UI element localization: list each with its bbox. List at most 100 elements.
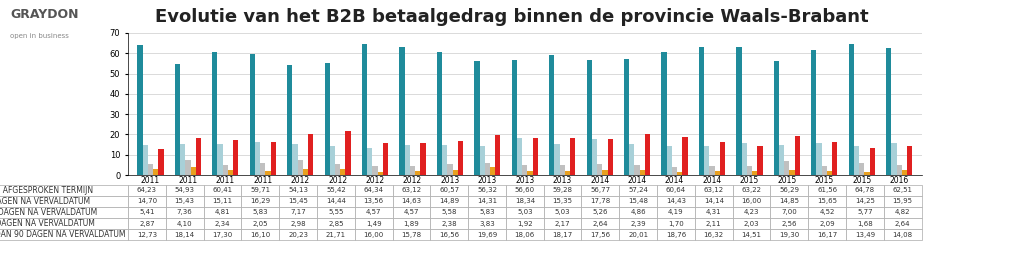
Bar xyxy=(677,172,682,175)
Bar xyxy=(292,144,298,175)
Bar xyxy=(587,60,592,175)
Bar xyxy=(404,145,410,175)
Bar xyxy=(496,135,501,175)
Bar xyxy=(512,60,517,175)
Bar xyxy=(784,161,790,175)
Bar xyxy=(849,44,854,175)
Bar xyxy=(833,142,838,175)
Bar xyxy=(142,145,147,175)
Bar xyxy=(597,164,602,175)
Bar xyxy=(175,64,180,175)
Bar xyxy=(490,167,496,175)
Bar xyxy=(897,165,902,175)
Bar xyxy=(217,144,222,175)
Bar xyxy=(474,61,479,175)
Bar xyxy=(228,170,233,175)
Bar xyxy=(479,146,484,175)
Bar xyxy=(811,50,816,175)
Bar xyxy=(790,170,795,175)
Bar xyxy=(720,142,725,175)
Bar xyxy=(260,163,265,175)
Bar xyxy=(330,146,335,175)
Bar xyxy=(484,163,490,175)
Bar xyxy=(255,142,260,175)
Bar xyxy=(137,45,142,175)
Text: GRAYDON: GRAYDON xyxy=(10,8,79,21)
Bar xyxy=(715,171,720,175)
Bar xyxy=(779,145,784,175)
Bar xyxy=(233,140,239,175)
Bar xyxy=(453,170,458,175)
Bar xyxy=(421,143,426,175)
Bar xyxy=(698,47,705,175)
Bar xyxy=(705,146,710,175)
Text: open in business: open in business xyxy=(10,33,69,39)
Bar xyxy=(222,165,228,175)
Bar xyxy=(159,149,164,175)
Bar xyxy=(532,138,538,175)
Bar xyxy=(821,166,827,175)
Bar xyxy=(442,145,447,175)
Bar xyxy=(196,138,201,175)
Bar xyxy=(667,146,672,175)
Bar xyxy=(752,171,758,175)
Bar xyxy=(373,166,378,175)
Bar xyxy=(378,172,383,175)
Bar xyxy=(662,52,667,175)
Bar xyxy=(458,141,463,175)
Bar xyxy=(795,136,800,175)
Bar xyxy=(774,61,779,175)
Bar xyxy=(549,55,554,175)
Bar xyxy=(869,148,874,175)
Bar xyxy=(153,169,159,175)
Bar xyxy=(746,166,752,175)
Bar xyxy=(517,138,522,175)
Bar xyxy=(308,134,313,175)
Bar xyxy=(437,52,442,175)
Bar xyxy=(368,147,373,175)
Bar xyxy=(570,138,575,175)
Bar xyxy=(640,170,645,175)
Bar xyxy=(816,143,821,175)
Bar xyxy=(559,165,565,175)
Bar xyxy=(287,65,292,175)
Bar xyxy=(303,169,308,175)
Bar xyxy=(645,134,650,175)
Bar xyxy=(527,171,532,175)
Bar xyxy=(325,63,330,175)
Bar xyxy=(361,45,368,175)
Bar xyxy=(682,137,688,175)
Text: Evolutie van het B2B betaalgedrag binnen de provincie Waals-Brabant: Evolutie van het B2B betaalgedrag binnen… xyxy=(156,8,868,26)
Bar xyxy=(672,167,677,175)
Bar xyxy=(180,144,185,175)
Bar xyxy=(447,164,453,175)
Bar xyxy=(270,142,275,175)
Bar xyxy=(335,164,340,175)
Bar xyxy=(298,161,303,175)
Bar xyxy=(886,48,891,175)
Bar xyxy=(399,47,404,175)
Bar xyxy=(415,171,421,175)
Bar xyxy=(736,47,741,175)
Bar xyxy=(265,171,270,175)
Bar xyxy=(190,167,196,175)
Bar xyxy=(607,139,612,175)
Bar xyxy=(185,160,190,175)
Bar xyxy=(629,144,635,175)
Bar xyxy=(710,166,715,175)
Bar xyxy=(250,54,255,175)
Bar xyxy=(907,147,912,175)
Bar xyxy=(864,172,869,175)
Bar xyxy=(340,169,345,175)
Bar xyxy=(624,59,629,175)
Bar xyxy=(565,170,570,175)
Bar xyxy=(410,166,415,175)
Bar xyxy=(592,139,597,175)
Bar xyxy=(383,142,388,175)
Bar xyxy=(522,165,527,175)
Bar xyxy=(827,171,833,175)
Bar xyxy=(902,170,907,175)
Bar xyxy=(345,131,351,175)
Bar xyxy=(602,170,607,175)
Bar xyxy=(741,142,746,175)
